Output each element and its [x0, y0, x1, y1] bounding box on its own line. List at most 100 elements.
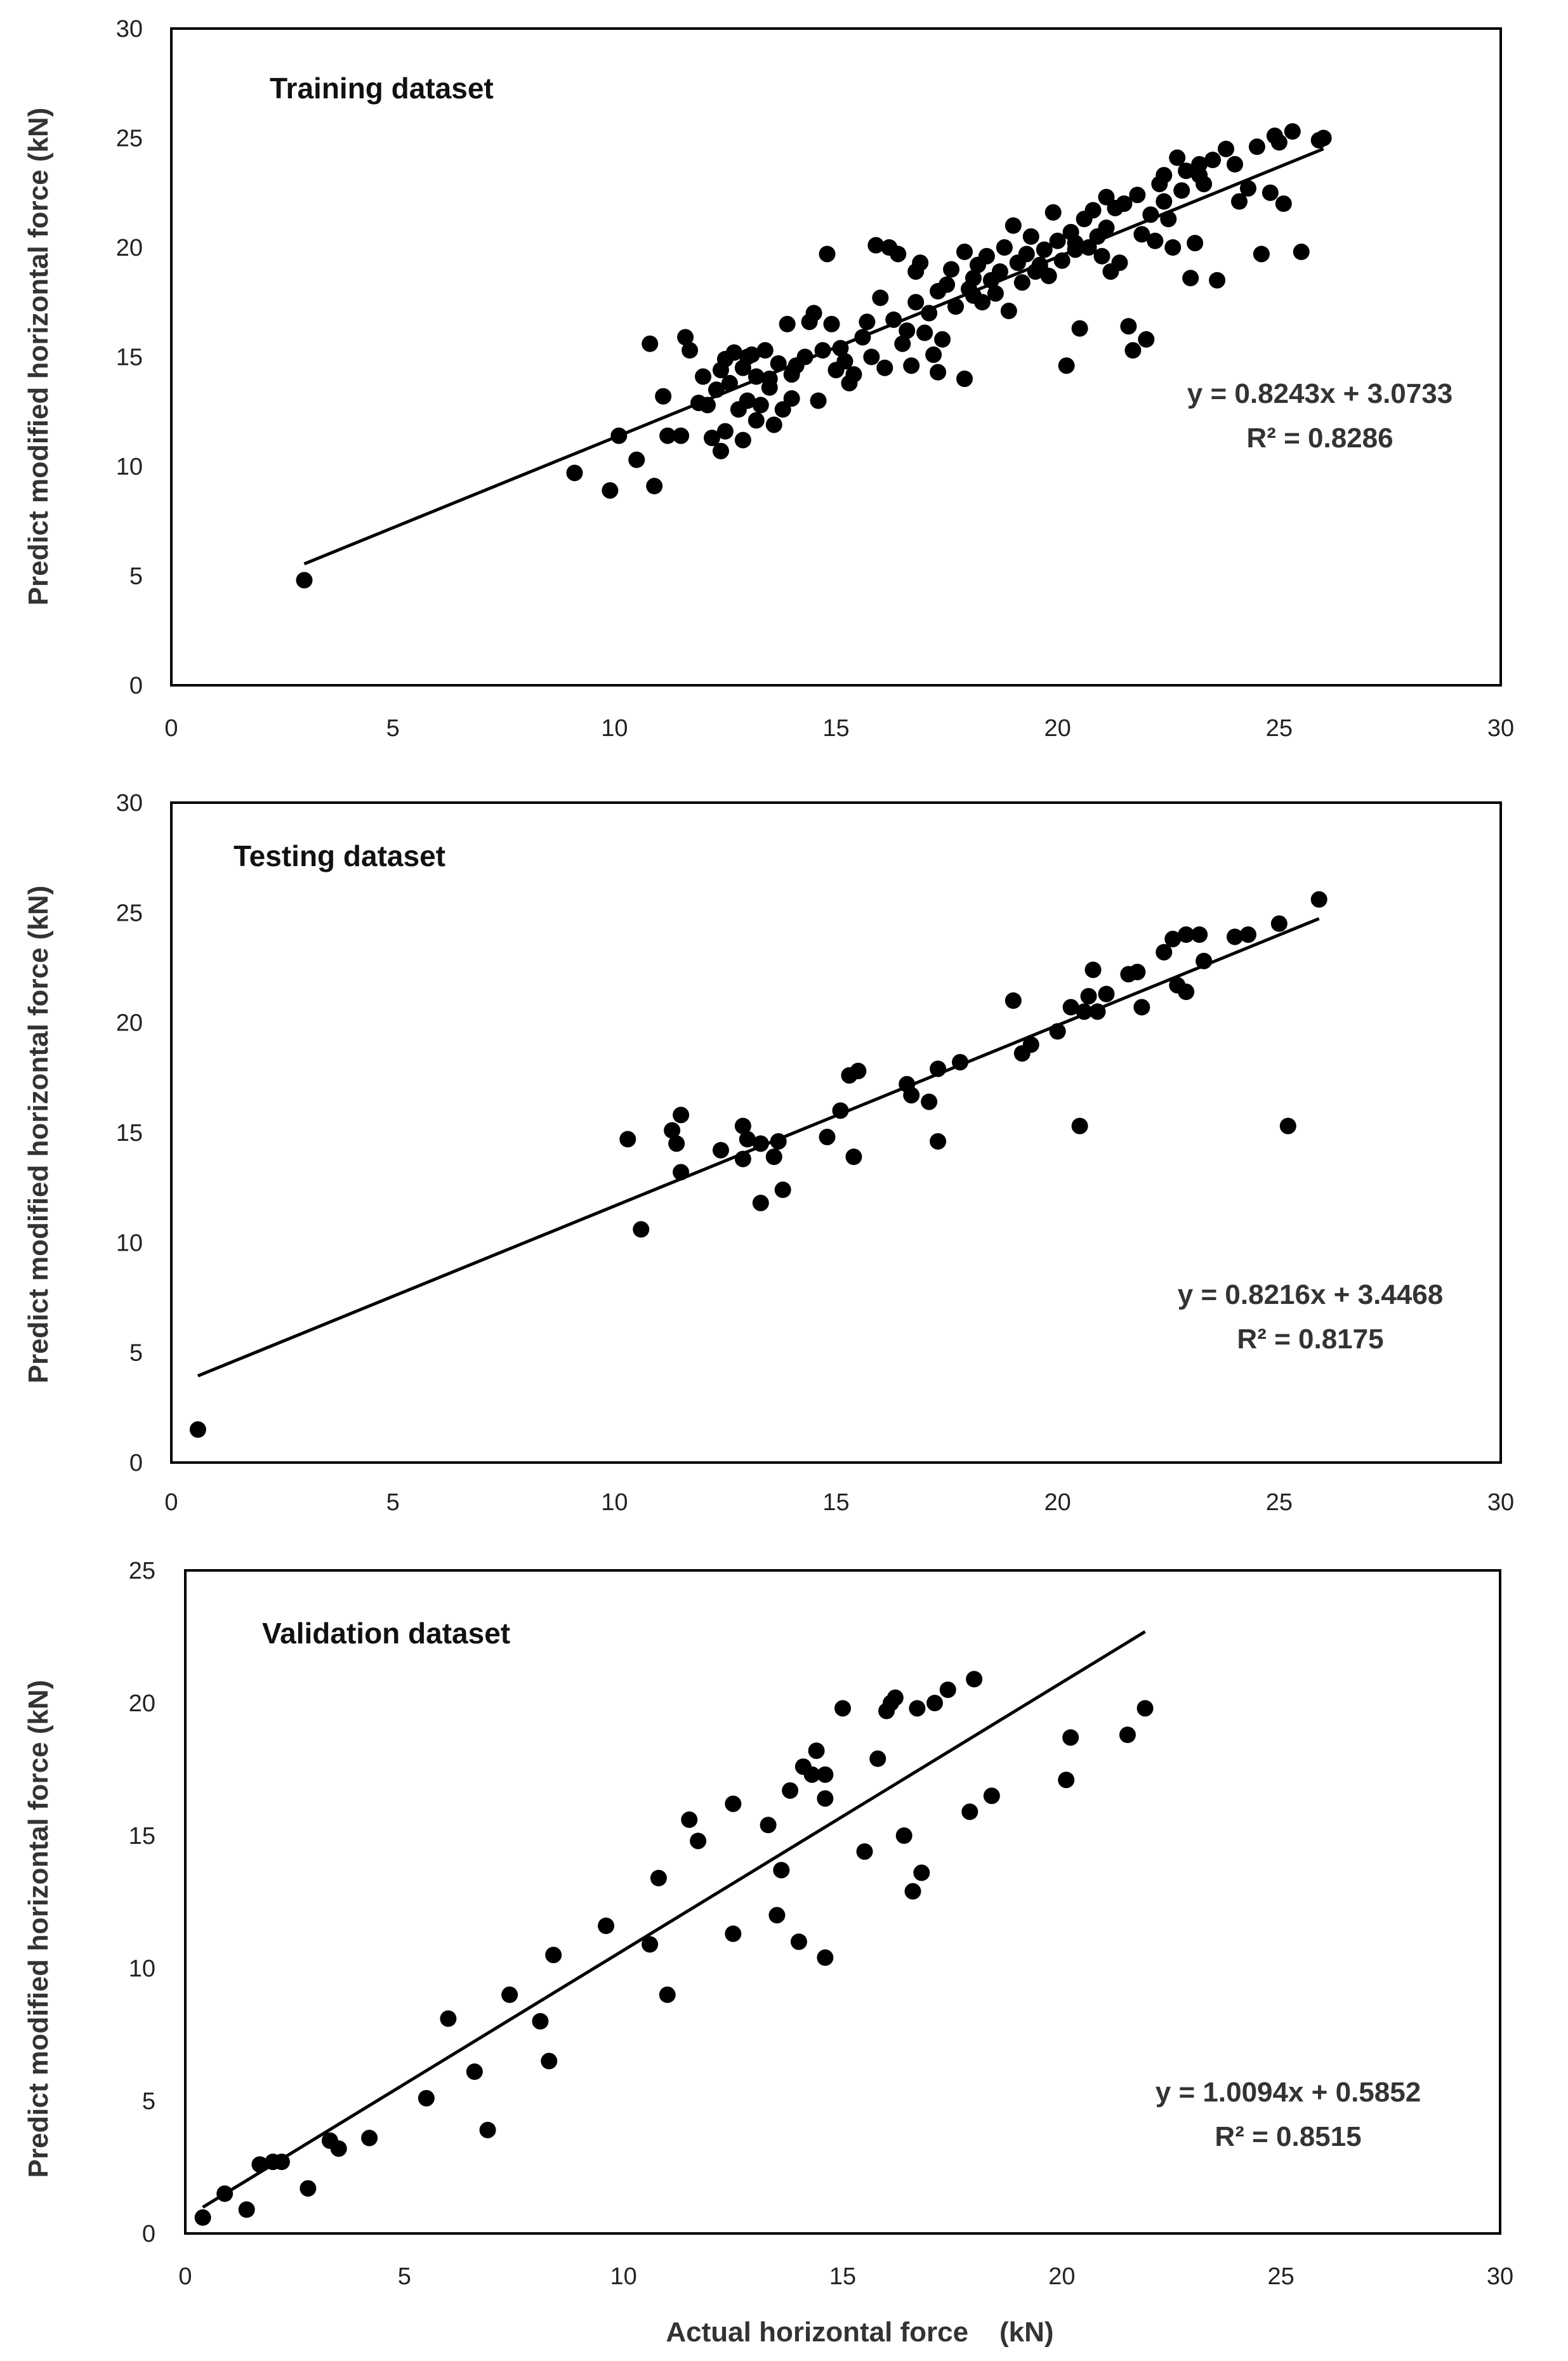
data-point — [1284, 123, 1301, 140]
data-point — [1098, 188, 1115, 206]
data-point — [418, 2089, 435, 2107]
data-point — [930, 1060, 947, 1077]
data-point — [1133, 226, 1150, 243]
data-point — [930, 283, 947, 299]
data-point — [856, 1843, 873, 1860]
data-point — [885, 311, 902, 328]
data-point — [1049, 232, 1066, 249]
data-point — [903, 357, 920, 374]
data-point — [1022, 1036, 1039, 1053]
data-point — [921, 1093, 938, 1110]
data-point — [930, 1133, 947, 1150]
data-point — [566, 464, 583, 482]
data-point — [725, 344, 742, 361]
data-point — [779, 315, 796, 332]
data-point — [805, 305, 822, 322]
x-tick-label: 15 — [822, 715, 849, 742]
data-point — [1178, 926, 1195, 943]
plot-frame — [184, 1569, 1501, 2235]
data-point — [752, 1194, 769, 1211]
data-point — [814, 342, 831, 359]
data-point — [690, 1832, 707, 1850]
data-point — [966, 1671, 983, 1688]
data-point — [1080, 988, 1097, 1005]
y-tick-label: 15 — [116, 345, 143, 371]
data-point — [939, 1681, 956, 1699]
data-point — [996, 239, 1013, 256]
x-tick-label: 10 — [601, 1489, 628, 1516]
trendline-equation: y = 1.0094x + 0.5852 — [1156, 2077, 1421, 2108]
x-tick-label: 0 — [178, 2263, 192, 2290]
data-point — [907, 294, 925, 311]
plot-frame — [170, 801, 1502, 1464]
data-point — [668, 1135, 685, 1152]
x-tick-label: 0 — [164, 1489, 178, 1516]
data-point — [1120, 318, 1137, 335]
data-point — [1005, 217, 1022, 234]
data-point — [876, 359, 893, 376]
data-point — [1098, 219, 1115, 236]
data-point — [330, 2140, 347, 2157]
data-point — [947, 298, 965, 315]
y-tick-label: 10 — [116, 1230, 143, 1256]
data-point — [541, 2053, 558, 2070]
data-point — [1187, 235, 1204, 252]
y-axis-label: Predict modified horizontal force (kN) — [23, 886, 54, 1384]
chart-training: Training dataset y = 0.8243x + 3.0733 R²… — [23, 16, 1514, 742]
y-axis-label: Predict modified horizontal force (kN) — [23, 1680, 54, 2178]
data-point — [1218, 140, 1235, 157]
data-point — [894, 335, 911, 352]
data-point — [739, 1131, 756, 1148]
data-point — [189, 1421, 206, 1438]
data-point — [832, 1102, 849, 1119]
data-point — [695, 368, 711, 385]
data-point — [673, 1164, 690, 1181]
data-point — [1133, 999, 1150, 1016]
data-point — [238, 2201, 255, 2218]
data-point — [1156, 944, 1173, 961]
y-tick-label: 0 — [129, 1450, 143, 1476]
data-point — [466, 2063, 483, 2081]
data-point — [796, 348, 814, 365]
x-tick-label: 15 — [829, 2263, 856, 2290]
data-point — [819, 246, 836, 263]
chart-title: Training dataset — [270, 72, 494, 105]
data-point — [251, 2156, 268, 2173]
data-point — [1031, 259, 1048, 276]
data-point — [930, 364, 947, 381]
data-point — [1018, 246, 1035, 263]
data-point — [1129, 187, 1146, 204]
data-point — [1173, 182, 1190, 199]
data-point — [716, 423, 734, 440]
data-point — [1147, 232, 1164, 249]
data-point — [1270, 915, 1288, 932]
data-point — [752, 1135, 769, 1152]
y-tick-label: 30 — [116, 16, 143, 43]
data-point — [748, 368, 765, 385]
data-point — [760, 1817, 777, 1834]
data-point — [1119, 1726, 1136, 1744]
data-point — [681, 1811, 698, 1828]
x-tick-label: 5 — [398, 2263, 411, 2290]
data-point — [1310, 891, 1328, 908]
data-point — [765, 1148, 782, 1166]
data-point — [925, 346, 942, 364]
data-point — [1227, 155, 1243, 173]
data-point — [1062, 999, 1079, 1016]
data-point — [1191, 926, 1208, 943]
data-point — [863, 348, 880, 365]
data-point — [768, 1907, 786, 1924]
data-point — [677, 329, 694, 346]
plot-frame — [170, 27, 1502, 687]
data-point — [956, 243, 973, 260]
data-point — [850, 1062, 867, 1079]
data-point — [1084, 202, 1102, 219]
data-point — [725, 1795, 742, 1812]
data-point — [1062, 1729, 1079, 1746]
data-point — [836, 353, 853, 370]
chart-title: Validation dataset — [262, 1617, 510, 1650]
data-point — [712, 1141, 729, 1159]
x-tick-label: 25 — [1268, 2263, 1295, 2290]
data-point — [965, 270, 982, 287]
x-tick-label: 0 — [164, 715, 178, 742]
